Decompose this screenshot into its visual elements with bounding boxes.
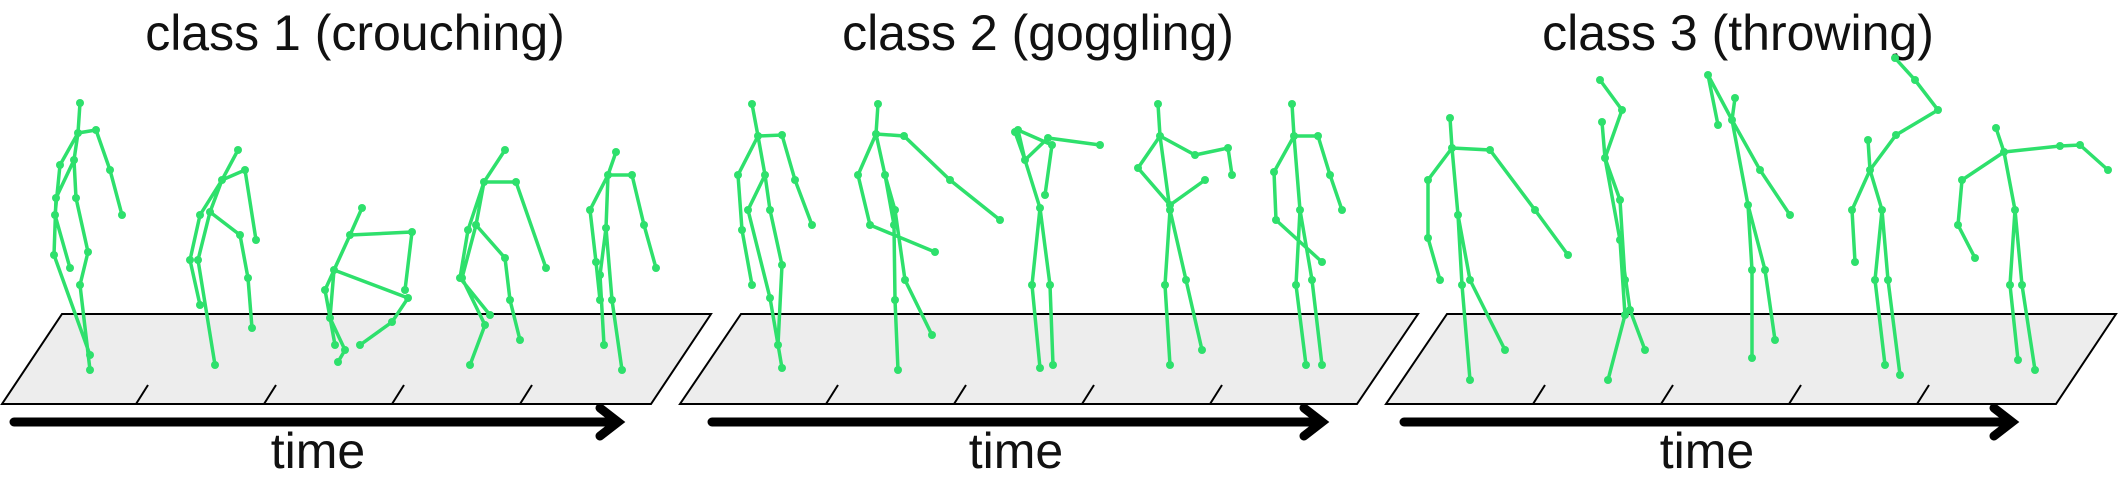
panel-crouching: class 1 (crouching) [0,5,713,479]
time-label: time [969,423,1063,479]
panel-title: class 2 (goggling) [842,5,1234,61]
time-floor [0,313,713,405]
skeleton-frame-5 [1270,100,1346,369]
time-arrow [707,403,1330,441]
time-label: time [1660,423,1754,479]
skeleton-frame-1 [734,100,816,372]
panel-goggling: class 2 (goggling) ti [678,5,1420,479]
skeleton-frame-1 [50,99,126,374]
panel-title: class 1 (crouching) [145,5,565,61]
time-label: time [271,423,365,479]
floor-ticks [1532,384,1930,405]
skeleton-frame-1 [1424,114,1572,384]
skeleton-frame-2 [854,100,1004,374]
skeleton-frame-5 [1954,124,2112,374]
time-arrow [9,403,626,441]
skeleton-frame-4 [1848,54,1942,379]
skeleton-frame-4 [456,146,550,369]
skeleton-frame-3 [321,204,416,366]
skeleton-frame-2 [1596,76,1649,384]
time-arrow [1399,403,2020,441]
panel-throwing: class 3 (throwing) ti [1384,5,2118,479]
skeleton-frame-5 [586,148,660,374]
skeleton-frame-2 [186,146,260,369]
skeleton-frame-3 [1011,126,1104,372]
panel-title: class 3 (throwing) [1542,5,1934,61]
time-floor [678,313,1420,405]
skeleton-frame-4 [1134,100,1236,369]
floor-ticks [825,384,1223,405]
floor-ticks [135,384,533,405]
skeleton-frame-3 [1704,71,1794,362]
